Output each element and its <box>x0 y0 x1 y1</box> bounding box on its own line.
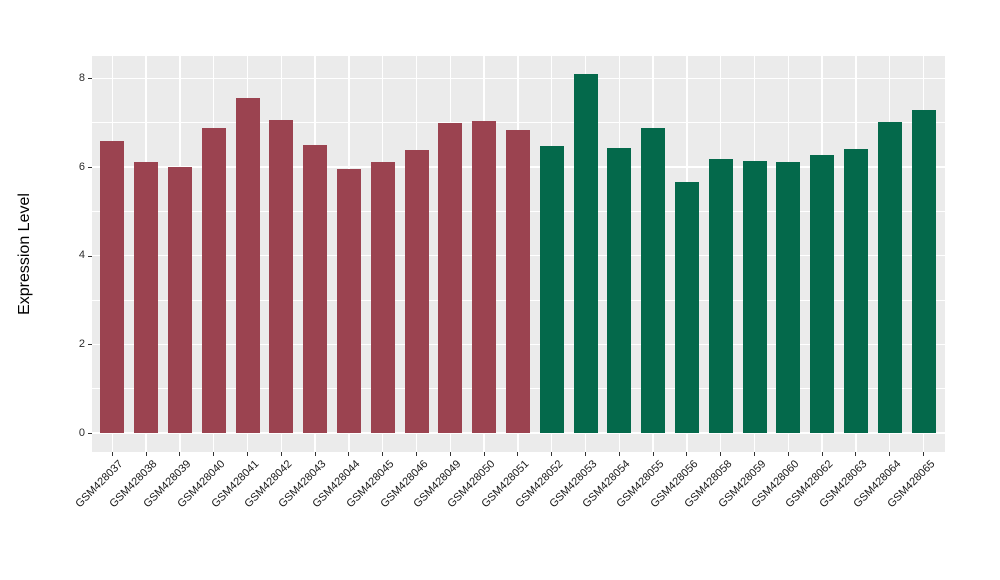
x-tick <box>111 452 113 456</box>
bar <box>742 161 767 433</box>
bar <box>877 122 902 433</box>
x-tick <box>280 452 282 456</box>
bar <box>674 181 699 433</box>
x-tick <box>652 452 654 456</box>
x-tick <box>314 452 316 456</box>
plot-panel <box>92 56 945 452</box>
x-tick <box>483 452 485 456</box>
bar <box>269 120 294 433</box>
x-tick <box>754 452 755 456</box>
x-tick <box>855 452 857 456</box>
bar <box>438 123 463 433</box>
x-tick <box>449 452 451 456</box>
x-tick <box>889 452 891 456</box>
x-tick <box>213 452 215 456</box>
x-tick <box>551 452 553 456</box>
bar <box>167 166 192 433</box>
y-tick <box>88 255 92 257</box>
x-tick <box>517 452 519 456</box>
bar <box>776 162 801 433</box>
y-axis-title: Expression Level <box>16 193 33 315</box>
bar <box>641 128 666 433</box>
y-tick <box>88 344 92 346</box>
bar <box>100 141 125 433</box>
x-tick <box>686 452 688 456</box>
y-tick-label: 0 <box>78 426 85 439</box>
x-tick <box>821 452 823 456</box>
x-tick <box>348 452 350 456</box>
bar <box>235 98 260 433</box>
x-tick <box>179 452 181 456</box>
x-tick <box>618 452 620 456</box>
bar <box>573 73 598 433</box>
bar <box>201 128 226 433</box>
y-tick-label: 4 <box>78 249 85 262</box>
x-tick <box>247 452 248 456</box>
bar <box>505 129 530 433</box>
x-tick <box>585 452 586 456</box>
bar <box>708 158 733 433</box>
x-tick <box>720 452 722 456</box>
bar <box>843 148 868 433</box>
x-tick <box>787 452 789 456</box>
y-tick-label: 2 <box>78 337 85 350</box>
x-tick <box>382 452 384 456</box>
y-tick-label: 8 <box>78 71 85 84</box>
y-tick <box>88 78 92 80</box>
y-tick <box>88 433 92 434</box>
bar <box>539 146 564 433</box>
bar <box>336 169 361 433</box>
x-tick <box>923 452 924 456</box>
bar <box>303 145 328 433</box>
bar <box>370 161 395 433</box>
bar <box>472 120 497 433</box>
bar <box>134 161 159 433</box>
bar <box>404 150 429 433</box>
y-tick <box>88 167 92 169</box>
bar <box>607 147 632 433</box>
y-tick-label: 6 <box>78 160 85 173</box>
x-tick <box>416 452 417 456</box>
bar <box>810 155 835 433</box>
x-tick <box>145 452 147 456</box>
bar <box>911 110 936 433</box>
